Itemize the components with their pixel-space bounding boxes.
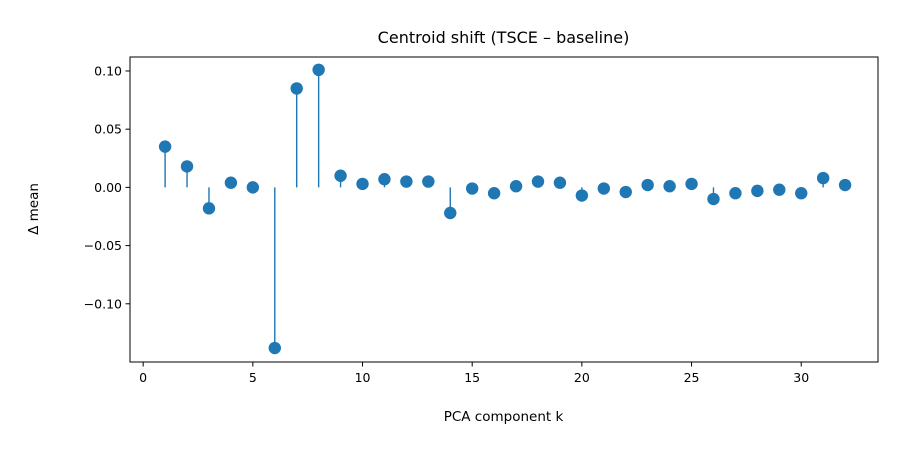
data-point — [487, 187, 501, 200]
data-point — [553, 176, 567, 189]
data-point — [334, 169, 347, 182]
data-point — [444, 206, 457, 220]
x-tick-label: 20 — [574, 370, 590, 385]
data-point — [246, 181, 260, 194]
data-point — [465, 182, 479, 195]
data-point — [158, 140, 172, 153]
data-point — [707, 192, 720, 206]
x-tick-label: 0 — [139, 370, 147, 385]
x-axis-label: PCA component k — [444, 409, 564, 425]
data-point — [509, 180, 523, 193]
data-point — [597, 182, 611, 195]
data-point — [795, 187, 808, 200]
x-axis: 0 5 10 15 20 25 30 — [139, 362, 809, 385]
chart-title: Centroid shift (TSCE – baseline) — [378, 28, 630, 47]
data-point — [312, 63, 325, 77]
data-point — [663, 180, 676, 193]
x-tick-label: 10 — [355, 370, 371, 385]
data-point — [400, 175, 413, 188]
x-tick-label: 25 — [684, 370, 700, 385]
data-point — [378, 173, 391, 186]
data-point — [531, 175, 545, 188]
y-axis: −0.10 −0.05 0.00 0.05 0.10 — [84, 63, 130, 311]
y-tick-label: 0.00 — [94, 180, 122, 195]
data-point — [356, 177, 369, 191]
markers-group — [158, 63, 852, 355]
data-point — [224, 176, 238, 189]
data-point — [729, 187, 742, 200]
data-point — [773, 183, 786, 196]
plot-area — [129, 56, 879, 363]
data-point — [641, 178, 654, 192]
y-tick-label: −0.10 — [84, 296, 122, 311]
x-tick-label: 5 — [249, 370, 257, 385]
y-tick-label: −0.05 — [84, 238, 122, 253]
data-point — [202, 202, 216, 215]
data-point — [268, 341, 281, 355]
data-point — [685, 177, 698, 191]
data-point — [751, 184, 764, 198]
data-point — [838, 178, 852, 192]
data-point — [290, 82, 303, 95]
y-tick-label: 0.05 — [94, 122, 122, 137]
y-axis-label: Δ mean — [26, 183, 42, 235]
plot-frame — [129, 56, 879, 363]
data-point — [575, 189, 589, 202]
data-point — [816, 171, 830, 185]
x-tick-label: 15 — [464, 370, 480, 385]
data-point — [619, 185, 632, 199]
data-point — [180, 160, 194, 173]
data-point — [422, 175, 435, 188]
y-tick-label: 0.10 — [94, 63, 122, 78]
x-tick-label: 30 — [793, 370, 809, 385]
